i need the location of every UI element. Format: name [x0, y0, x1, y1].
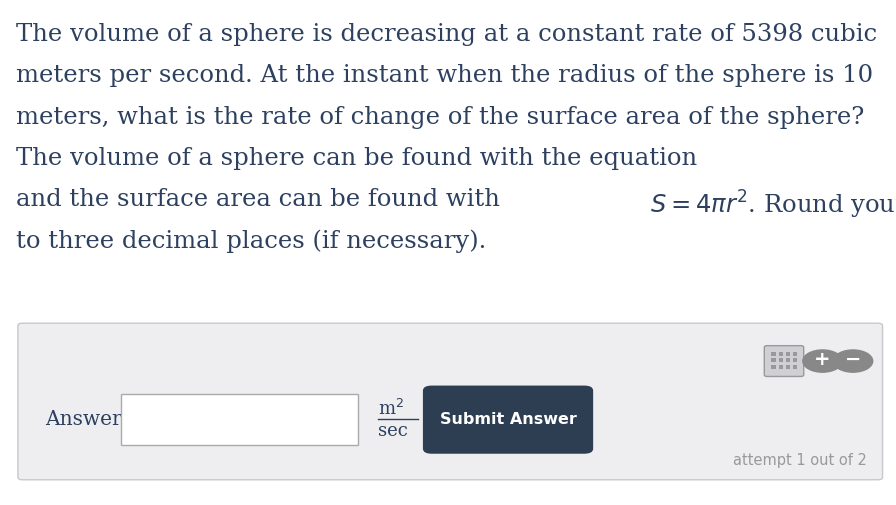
- FancyBboxPatch shape: [764, 345, 804, 377]
- Bar: [779, 351, 783, 356]
- Text: $S = 4\pi r^2$. Round your answer: $S = 4\pi r^2$. Round your answer: [650, 188, 896, 221]
- FancyBboxPatch shape: [423, 386, 593, 453]
- Text: sec: sec: [378, 422, 408, 440]
- Bar: [786, 365, 790, 369]
- Text: The volume of a sphere can be found with the equation: The volume of a sphere can be found with…: [16, 147, 705, 170]
- Bar: [786, 359, 790, 363]
- Circle shape: [833, 350, 873, 372]
- Text: to three decimal places (if necessary).: to three decimal places (if necessary).: [16, 230, 487, 254]
- Bar: [779, 365, 783, 369]
- Text: meters, what is the rate of change of the surface area of the sphere?: meters, what is the rate of change of th…: [16, 106, 865, 129]
- Text: The volume of a sphere is decreasing at a constant rate of 5398 cubic: The volume of a sphere is decreasing at …: [16, 23, 877, 46]
- Text: +: +: [814, 350, 831, 369]
- Text: meters per second. At the instant when the radius of the sphere is 10: meters per second. At the instant when t…: [16, 64, 874, 87]
- Bar: [793, 365, 797, 369]
- Bar: [771, 351, 776, 356]
- Text: Submit Answer: Submit Answer: [440, 412, 576, 427]
- Bar: [771, 359, 776, 363]
- Bar: [793, 351, 797, 356]
- Bar: [779, 359, 783, 363]
- Text: attempt 1 out of 2: attempt 1 out of 2: [734, 453, 867, 468]
- Text: m$^2$: m$^2$: [378, 398, 404, 419]
- Text: and the surface area can be found with: and the surface area can be found with: [16, 188, 508, 212]
- Circle shape: [803, 350, 842, 372]
- Text: Answer:: Answer:: [45, 410, 128, 429]
- Text: −: −: [845, 350, 861, 369]
- Bar: [786, 351, 790, 356]
- Bar: [793, 359, 797, 363]
- Bar: [771, 365, 776, 369]
- FancyBboxPatch shape: [18, 323, 883, 480]
